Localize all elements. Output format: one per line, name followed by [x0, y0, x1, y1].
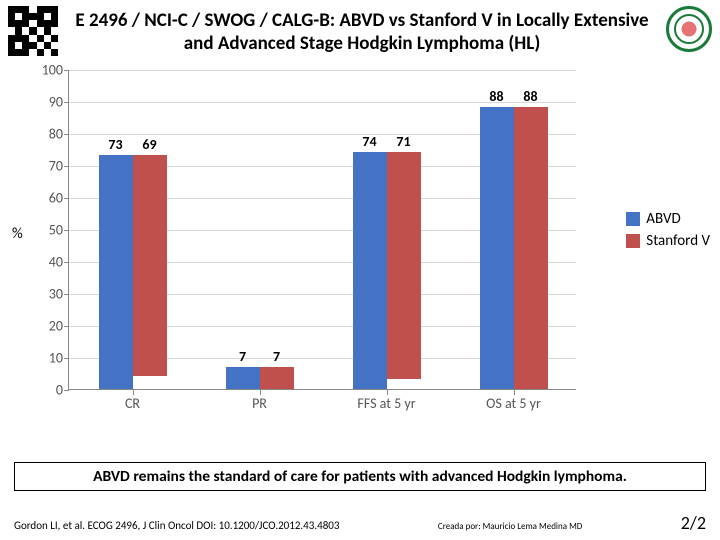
bar-chart: % 01020304050607080901007369CR77PR7471FF… — [10, 60, 710, 440]
bar: 7 — [226, 367, 260, 389]
citation: Gordon LI, et al. ECOG 2496, J Clin Onco… — [14, 519, 339, 532]
legend-swatch-icon — [626, 212, 640, 226]
y-tick-label: 80 — [49, 126, 69, 143]
conclusion-box: ABVD remains the standard of care for pa… — [14, 462, 706, 491]
bar-value-label: 88 — [523, 88, 537, 107]
x-tick-label: CR — [125, 389, 140, 412]
slide-footer: Gordon LI, et al. ECOG 2496, J Clin Onco… — [14, 512, 706, 534]
y-tick-label: 60 — [49, 190, 69, 207]
bar-value-label: 88 — [489, 88, 503, 107]
bar-group: 77 — [226, 367, 294, 389]
bar: 73 — [99, 155, 133, 389]
x-tick-label: OS at 5 yr — [486, 389, 541, 412]
qr-code-icon — [8, 6, 58, 56]
legend-item: ABVD — [626, 210, 710, 228]
org-logo-icon — [666, 6, 712, 52]
bar-value-label: 7 — [239, 348, 246, 367]
slide-title: E 2496 / NCI-C / SWOG / CALG-B: ABVD vs … — [66, 6, 658, 56]
bar: 7 — [260, 367, 294, 389]
y-tick-label: 100 — [42, 62, 69, 79]
y-tick-label: 10 — [49, 350, 69, 367]
y-tick-label: 40 — [49, 254, 69, 271]
chart-legend: ABVD Stanford V — [626, 210, 710, 254]
bar-group: 7369 — [99, 155, 167, 389]
bar-value-label: 71 — [396, 133, 410, 152]
bar-group: 7471 — [353, 152, 421, 389]
bar: 88 — [480, 107, 514, 389]
legend-swatch-icon — [626, 234, 640, 248]
slide-header: E 2496 / NCI-C / SWOG / CALG-B: ABVD vs … — [0, 0, 720, 60]
page-number: 2/2 — [681, 512, 706, 534]
bar: 69 — [133, 155, 167, 376]
bar-group: 8888 — [480, 107, 548, 389]
y-tick-label: 70 — [49, 158, 69, 175]
bar: 74 — [353, 152, 387, 389]
legend-item: Stanford V — [626, 232, 710, 250]
y-tick-label: 50 — [49, 222, 69, 239]
bar-value-label: 69 — [142, 136, 156, 155]
x-tick-label: PR — [252, 389, 267, 412]
y-tick-label: 0 — [56, 382, 69, 399]
bar-value-label: 73 — [108, 136, 122, 155]
x-tick-label: FFS at 5 yr — [357, 389, 415, 412]
y-tick-label: 90 — [49, 94, 69, 111]
bar: 88 — [514, 107, 548, 389]
bar-value-label: 7 — [273, 348, 280, 367]
y-axis-label: % — [12, 225, 23, 243]
creator-credit: Creada por: Mauricio Lema Medina MD — [438, 521, 582, 532]
legend-label: ABVD — [646, 210, 680, 228]
bar: 71 — [387, 152, 421, 379]
y-tick-label: 20 — [49, 318, 69, 335]
legend-label: Stanford V — [646, 232, 710, 250]
plot-area: 01020304050607080901007369CR77PR7471FFS … — [68, 70, 576, 390]
bar-value-label: 74 — [362, 133, 376, 152]
y-tick-label: 30 — [49, 286, 69, 303]
